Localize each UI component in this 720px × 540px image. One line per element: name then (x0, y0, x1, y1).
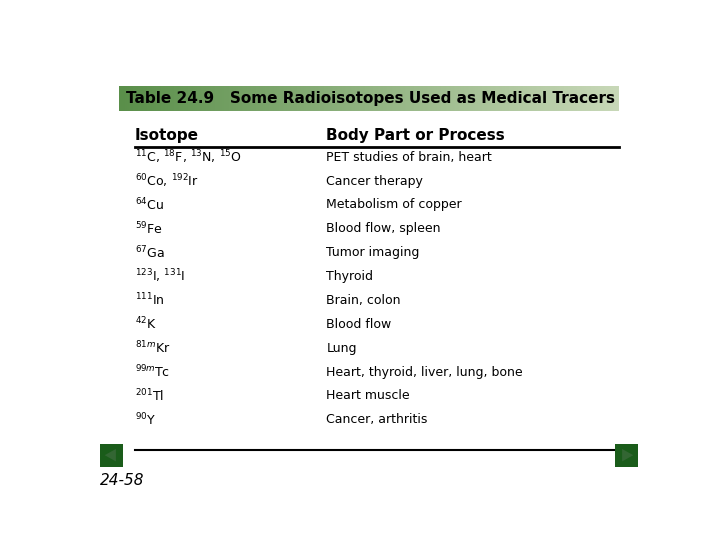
Text: Tumor imaging: Tumor imaging (326, 246, 420, 259)
FancyBboxPatch shape (100, 444, 123, 467)
Text: Metabolism of copper: Metabolism of copper (326, 198, 462, 212)
Text: $^{81m}$Kr: $^{81m}$Kr (135, 340, 171, 356)
Text: PET studies of brain, heart: PET studies of brain, heart (326, 151, 492, 164)
Text: Lung: Lung (326, 342, 357, 355)
Text: Table 24.9   Some Radioisotopes Used as Medical Tracers: Table 24.9 Some Radioisotopes Used as Me… (126, 91, 615, 106)
Text: Blood flow, spleen: Blood flow, spleen (326, 222, 441, 235)
Polygon shape (622, 449, 634, 461)
Text: Body Part or Process: Body Part or Process (326, 128, 505, 143)
FancyBboxPatch shape (615, 444, 638, 467)
Text: Brain, colon: Brain, colon (326, 294, 401, 307)
Text: $^{64}$Cu: $^{64}$Cu (135, 197, 164, 213)
Text: $^{111}$In: $^{111}$In (135, 292, 165, 309)
Text: Heart muscle: Heart muscle (326, 389, 410, 402)
Text: Cancer therapy: Cancer therapy (326, 174, 423, 187)
Text: $^{67}$Ga: $^{67}$Ga (135, 245, 165, 261)
Text: Thyroid: Thyroid (326, 270, 374, 283)
Text: $^{59}$Fe: $^{59}$Fe (135, 220, 163, 237)
Text: Isotope: Isotope (135, 128, 199, 143)
Text: $^{201}$Tl: $^{201}$Tl (135, 388, 164, 404)
Text: Cancer, arthritis: Cancer, arthritis (326, 413, 428, 426)
Text: $^{123}$I, $^{131}$I: $^{123}$I, $^{131}$I (135, 268, 185, 285)
Text: $^{42}$K: $^{42}$K (135, 316, 157, 333)
Text: $^{11}$C, $^{18}$F, $^{13}$N, $^{15}$O: $^{11}$C, $^{18}$F, $^{13}$N, $^{15}$O (135, 148, 242, 166)
Text: Heart, thyroid, liver, lung, bone: Heart, thyroid, liver, lung, bone (326, 366, 523, 379)
Polygon shape (104, 449, 116, 461)
Text: 24-58: 24-58 (100, 473, 145, 488)
Text: $^{60}$Co, $^{192}$Ir: $^{60}$Co, $^{192}$Ir (135, 172, 199, 190)
Text: Blood flow: Blood flow (326, 318, 392, 331)
Text: $^{90}$Y: $^{90}$Y (135, 411, 156, 428)
Text: $^{99m}$Tc: $^{99m}$Tc (135, 364, 170, 380)
